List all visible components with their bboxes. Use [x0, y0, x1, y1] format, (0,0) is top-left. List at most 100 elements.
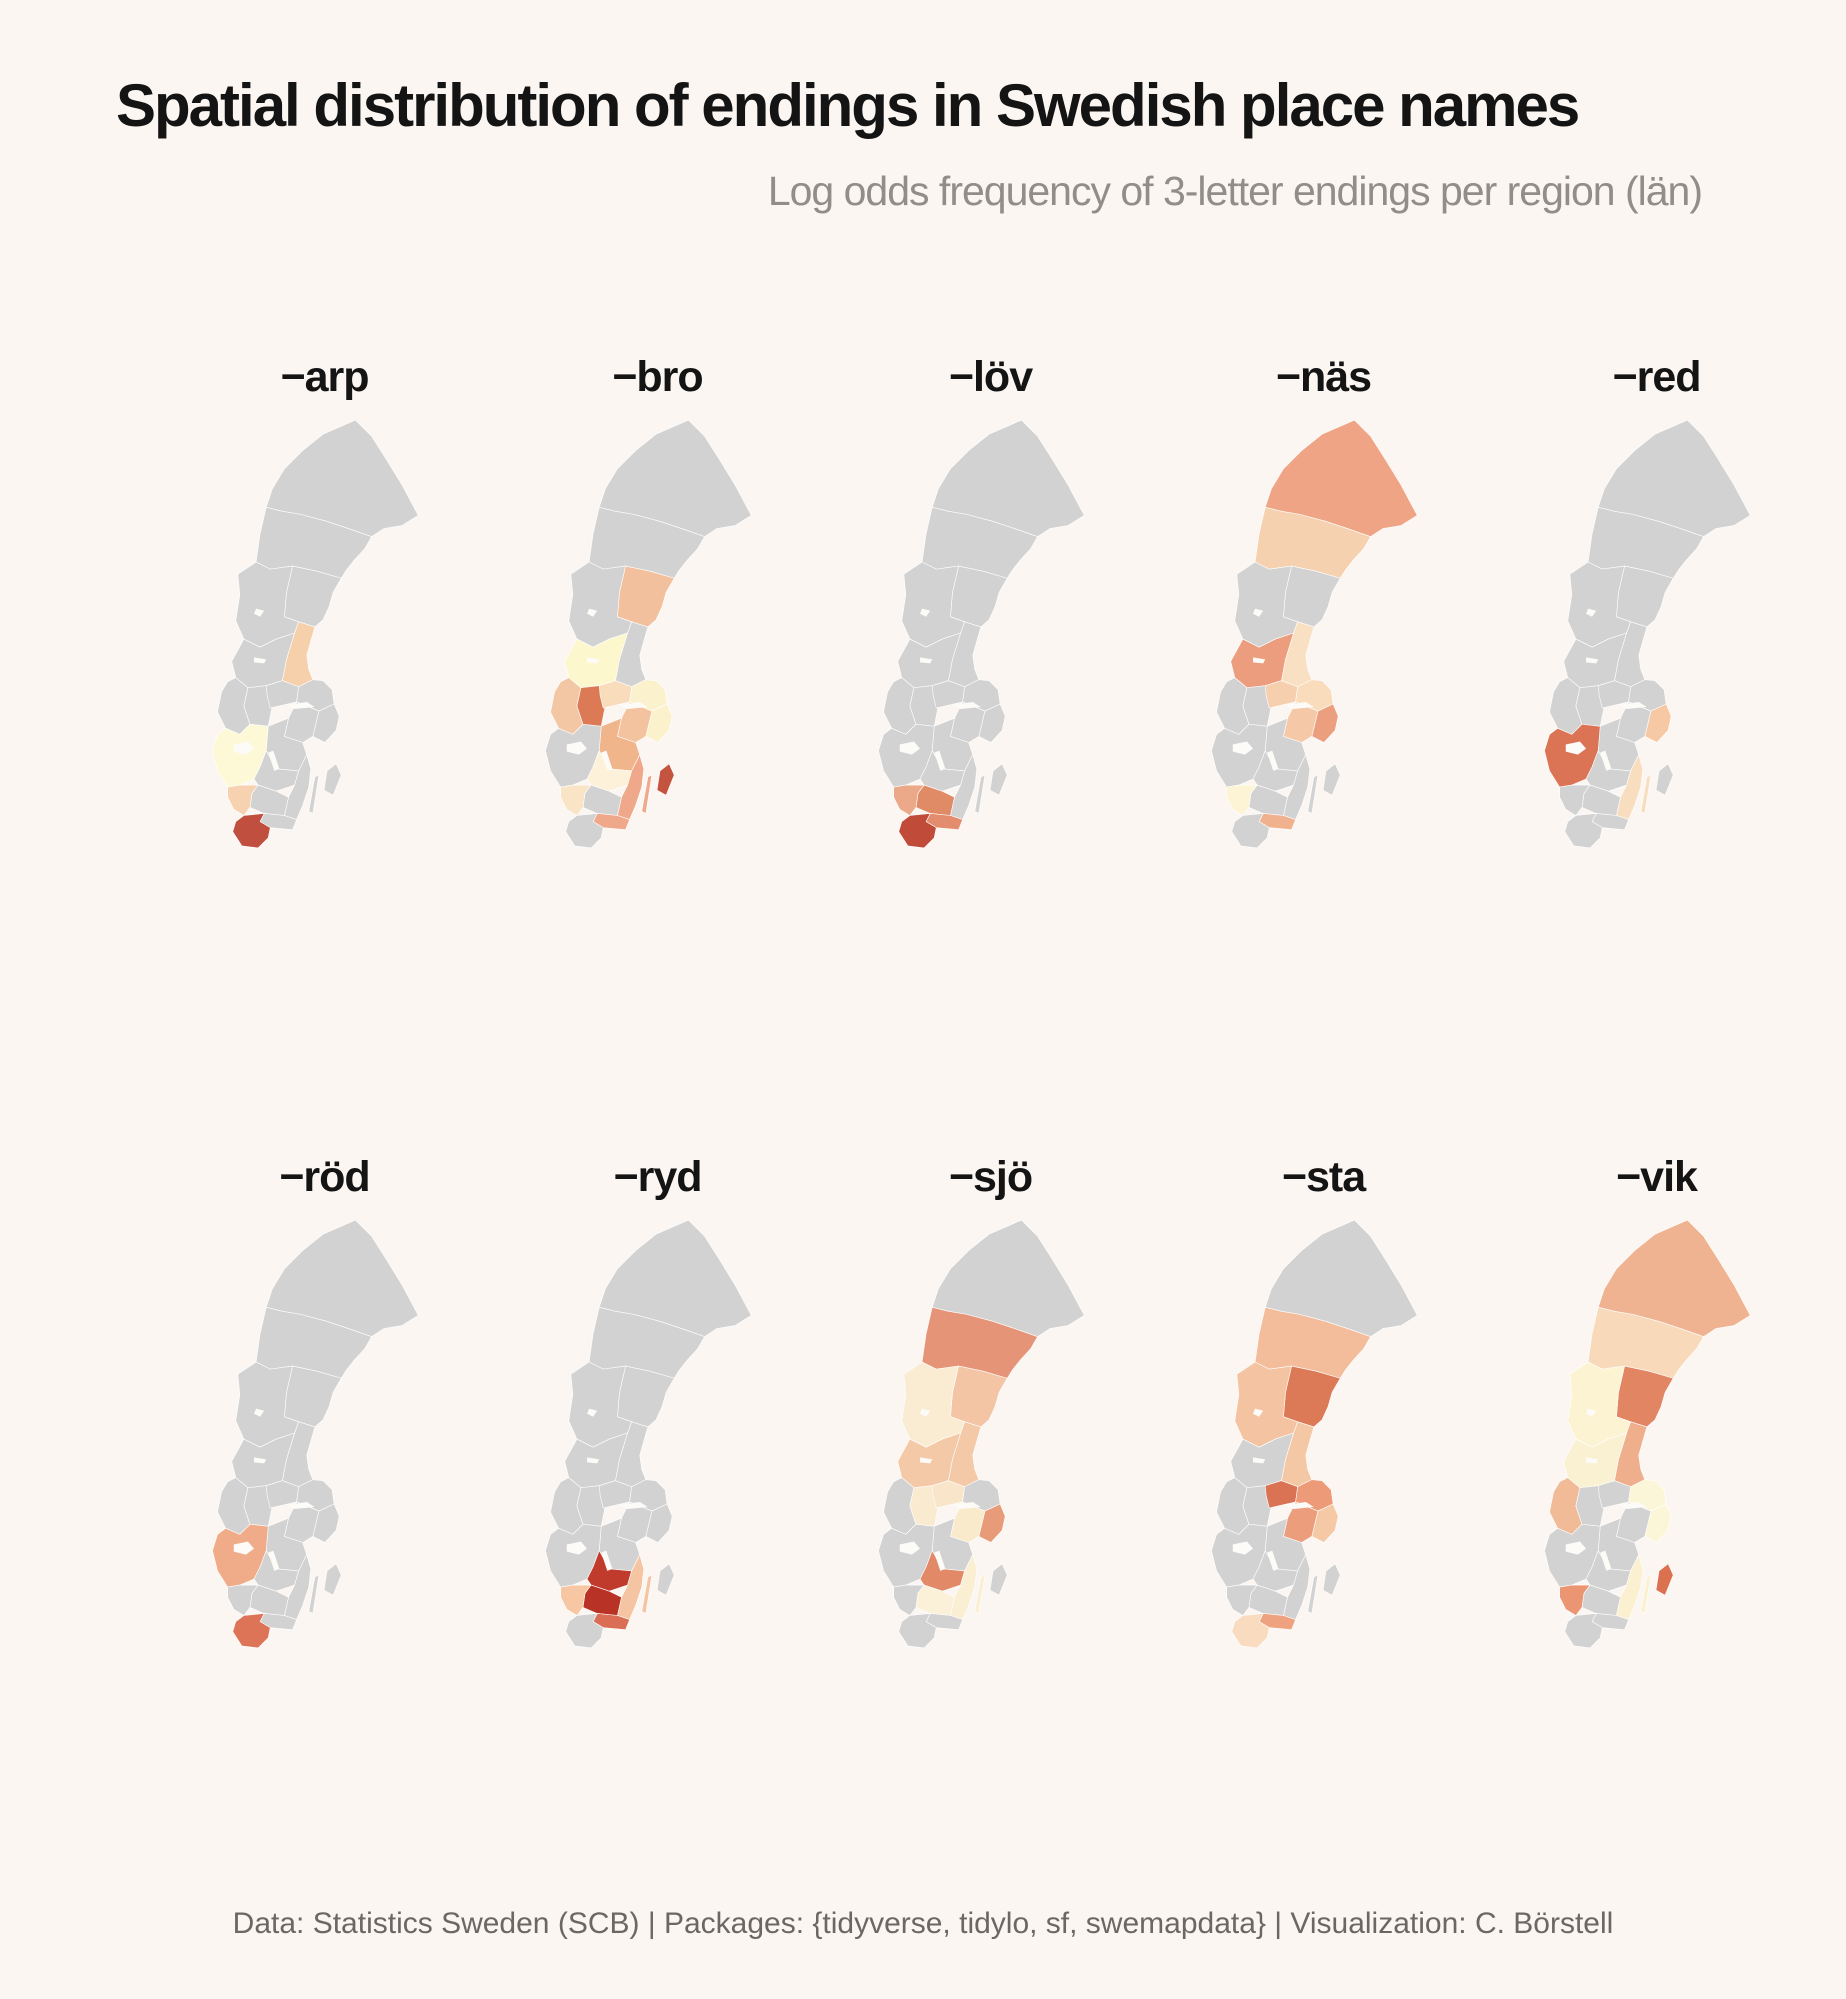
sweden-map-choropleth [211, 419, 419, 849]
lake-vattern [1266, 750, 1278, 771]
county-gotland [1322, 763, 1341, 796]
county-gotland [989, 763, 1008, 796]
county-kalmar [1282, 1554, 1318, 1620]
lake-storsjon [253, 608, 264, 617]
lake-vattern [933, 1550, 945, 1571]
lake-malaren [951, 701, 981, 710]
county-kronoberg [249, 784, 289, 816]
lake-storsjon [253, 1408, 264, 1417]
sweden-map-choropleth [1210, 1219, 1418, 1649]
lake-vanern [566, 741, 587, 755]
county-kronoberg [582, 784, 622, 816]
lake-storsjon [1252, 1408, 1263, 1417]
lake-storsjon [919, 1408, 930, 1417]
lake-vanern [1565, 741, 1586, 755]
county-skane [564, 813, 604, 849]
lake-siljan [1585, 657, 1598, 664]
sweden-map-choropleth [877, 419, 1085, 849]
caption: Data: Statistics Sweden (SCB) | Packages… [232, 1907, 1614, 1940]
facet-label: −löv [948, 353, 1033, 401]
lake-vattern [600, 1550, 612, 1571]
lake-vanern [1565, 1541, 1586, 1555]
facet-panel: −arp [158, 352, 491, 852]
county-skane [231, 1613, 271, 1649]
county-kalmar [1282, 754, 1318, 820]
county-kalmar [949, 1554, 985, 1620]
facet-label: −sta [1281, 1153, 1366, 1201]
facet-label: −red [1612, 353, 1701, 401]
lake-vanern [233, 1541, 254, 1555]
county-kronoberg [915, 1584, 955, 1616]
county-gotland [656, 1563, 675, 1596]
lake-storsjon [1585, 608, 1596, 617]
lake-malaren [285, 1501, 315, 1510]
lake-siljan [586, 1457, 599, 1464]
county-gotland [1655, 1563, 1674, 1596]
county-kalmar [283, 754, 319, 820]
county-kalmar [1615, 754, 1651, 820]
county-gotland [323, 1563, 342, 1596]
facet-panel: −bro [491, 352, 824, 852]
lake-vanern [233, 741, 254, 755]
sweden-map-choropleth [1543, 419, 1751, 849]
lake-malaren [1284, 1501, 1314, 1510]
sweden-map-choropleth [544, 1219, 752, 1649]
county-skane [1563, 1613, 1603, 1649]
lake-vanern [1232, 1541, 1253, 1555]
facet-panel: −näs [1157, 352, 1490, 852]
sweden-map-choropleth [211, 1219, 419, 1649]
lake-vanern [566, 1541, 587, 1555]
county-kronoberg [582, 1584, 622, 1616]
facet-panel: −sjö [824, 1152, 1157, 1652]
lake-malaren [618, 701, 648, 710]
lake-siljan [1585, 1457, 1598, 1464]
county-skane [564, 1613, 604, 1649]
sweden-map-choropleth [1210, 419, 1418, 849]
lake-vattern [1599, 750, 1611, 771]
county-kronoberg [915, 784, 955, 816]
lake-siljan [919, 1457, 932, 1464]
facet-label: −sjö [948, 1153, 1033, 1201]
sweden-map-choropleth [544, 419, 752, 849]
lake-storsjon [919, 608, 930, 617]
facet-label: −näs [1275, 353, 1372, 401]
county-kalmar [949, 754, 985, 820]
sweden-map-choropleth [1543, 1219, 1751, 1649]
facet-panel: −sta [1157, 1152, 1490, 1652]
lake-vattern [933, 750, 945, 771]
county-kalmar [616, 1554, 652, 1620]
lake-siljan [253, 657, 266, 664]
lake-vattern [1266, 1550, 1278, 1571]
lake-vattern [267, 1550, 279, 1571]
lake-siljan [919, 657, 932, 664]
lake-malaren [1617, 701, 1647, 710]
page-title: Spatial distribution of endings in Swedi… [116, 72, 1580, 139]
facet-label: −vik [1616, 1153, 1698, 1201]
page-subtitle: Log odds frequency of 3-letter endings p… [767, 167, 1703, 214]
county-kronoberg [1581, 784, 1621, 816]
county-skane [897, 1613, 937, 1649]
lake-siljan [253, 1457, 266, 1464]
lake-siljan [1252, 1457, 1265, 1464]
lake-malaren [1284, 701, 1314, 710]
facet-panel: −löv [824, 352, 1157, 852]
lake-storsjon [1252, 608, 1263, 617]
county-kalmar [616, 754, 652, 820]
county-skane [1230, 1613, 1270, 1649]
county-skane [1230, 813, 1270, 849]
facet-panel: −vik [1490, 1152, 1823, 1652]
lake-vattern [267, 750, 279, 771]
facet-panel: −ryd [491, 1152, 824, 1652]
county-gotland [1322, 1563, 1341, 1596]
facet-panel: −röd [158, 1152, 491, 1652]
lake-storsjon [1585, 1408, 1596, 1417]
lake-storsjon [586, 1408, 597, 1417]
lake-vattern [600, 750, 612, 771]
facet-label: −arp [280, 353, 369, 401]
county-skane [897, 813, 937, 849]
facet-panel: −red [1490, 352, 1823, 852]
lake-malaren [1617, 1501, 1647, 1510]
county-kronoberg [249, 1584, 289, 1616]
facet-label: −ryd [613, 1153, 702, 1201]
county-kronoberg [1248, 784, 1288, 816]
